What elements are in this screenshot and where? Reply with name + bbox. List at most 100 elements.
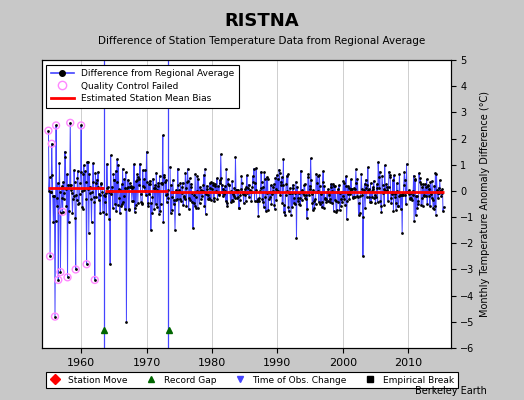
Point [180,193,188,199]
Point [250,165,258,172]
Point [340,195,348,202]
Point [126,184,135,190]
Point [287,212,295,218]
Point [136,191,145,198]
Point [132,178,140,185]
Point [89,160,97,166]
Point [231,195,239,202]
Point [337,188,346,195]
Point [60,190,69,196]
Point [339,193,347,200]
Point [262,208,270,214]
Point [266,194,275,200]
Point [285,208,293,214]
Point [103,185,112,192]
Point [132,202,140,208]
Point [428,195,436,201]
Point [121,206,129,212]
Point [270,201,278,208]
Point [258,199,267,205]
Point [61,148,69,155]
Point [424,192,433,199]
Point [297,168,305,174]
Point [120,176,128,182]
Point [304,174,312,180]
Point [139,183,147,189]
Point [359,213,368,220]
Point [261,194,270,200]
Point [356,193,364,199]
Point [56,269,64,275]
Point [352,166,360,172]
Point [69,196,77,202]
Point [385,168,394,175]
Point [124,176,132,183]
Point [177,198,185,204]
Point [364,164,372,170]
Point [188,199,196,206]
Point [246,189,254,195]
Point [220,190,228,197]
Point [215,177,224,183]
Point [277,182,286,188]
Point [138,167,147,173]
Point [64,218,73,225]
Point [102,190,110,196]
Point [46,253,54,260]
Point [332,198,340,204]
Point [172,187,180,193]
Point [343,198,351,204]
Point [434,185,443,191]
Point [263,190,271,197]
Point [370,195,378,201]
Point [86,184,94,190]
Point [189,200,198,207]
Point [245,186,254,193]
Point [145,191,154,197]
Point [334,186,342,192]
Point [79,206,87,212]
Point [202,182,211,189]
Point [49,219,58,226]
Point [416,175,424,182]
Point [161,192,170,199]
Point [318,204,326,211]
Point [391,194,399,200]
Point [74,168,82,174]
Point [191,171,199,178]
Point [306,186,314,192]
Point [335,207,344,214]
Point [368,194,376,201]
Point [108,188,116,195]
Point [346,188,354,194]
Point [286,185,294,191]
Point [271,175,279,181]
Point [123,185,131,192]
Point [374,199,382,206]
Point [171,227,179,233]
Text: Berkeley Earth: Berkeley Earth [416,386,487,396]
Point [190,192,198,198]
Point [436,188,444,194]
Point [259,184,267,190]
Point [156,208,165,214]
Point [169,177,177,184]
Point [104,184,112,190]
Point [145,181,153,187]
Point [89,179,97,186]
Point [380,162,389,168]
Point [58,183,66,190]
Point [54,209,63,216]
Point [135,182,143,188]
Point [321,196,329,202]
Point [248,189,256,195]
Point [52,122,60,129]
Point [199,182,208,188]
Point [107,190,115,197]
Point [349,194,357,201]
Point [348,185,356,192]
Point [246,188,255,194]
Point [110,177,118,183]
Point [423,182,432,189]
Point [50,193,58,199]
